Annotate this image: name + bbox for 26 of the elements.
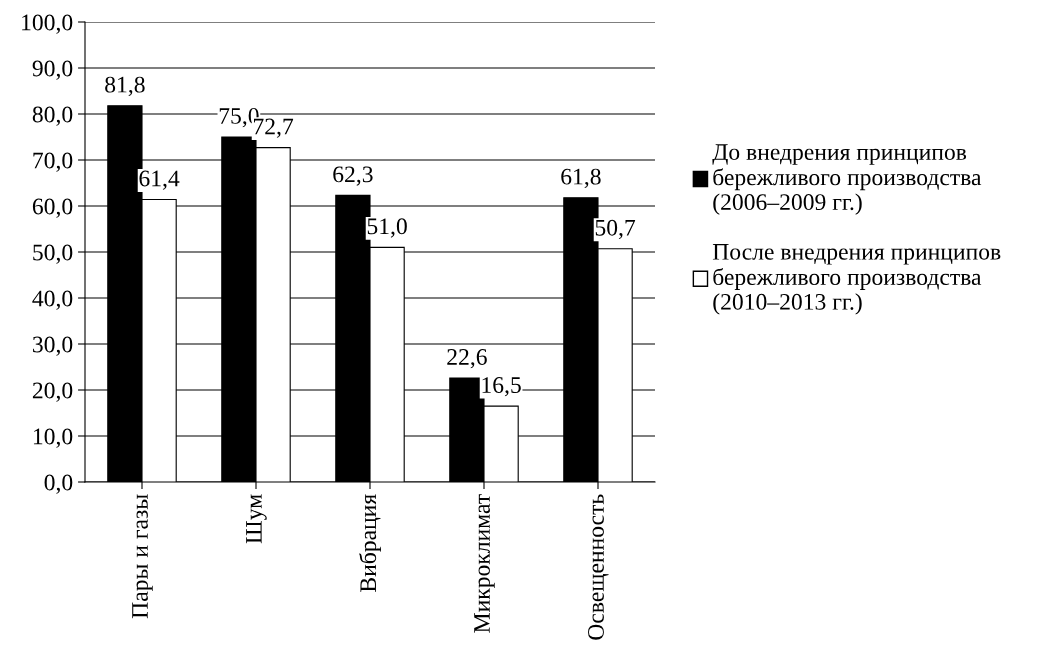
data-label: 62,3	[333, 166, 373, 186]
y-tick-label: 40,0	[32, 290, 73, 310]
data-label: 81,8	[105, 76, 145, 96]
y-tick-label: 60,0	[32, 198, 73, 218]
y-tick-label: 70,0	[33, 152, 73, 172]
y-tick-label: 90,0	[32, 60, 73, 80]
x-tick-label: Вибрация	[359, 494, 381, 592]
legend-label: После внедрения принципов бережливого производства (2010–2013 гг.)	[712, 244, 1001, 315]
y-tick-label: 100,0	[22, 14, 73, 34]
y-tick-label: 0,0	[44, 474, 73, 494]
data-label: 61,8	[561, 168, 601, 188]
x-tick-label: Шум	[246, 494, 267, 544]
y-tick-label: 30,0	[33, 336, 73, 356]
y-tick-label: 20,0	[32, 382, 73, 402]
data-label: 16,5	[482, 377, 521, 397]
data-label: 51,0	[367, 218, 407, 238]
data-label: 22,6	[447, 349, 487, 369]
y-tick-label: 10,0	[33, 428, 73, 448]
y-tick-label: 50,0	[33, 244, 73, 264]
data-label: 61,4	[139, 170, 180, 190]
x-tick-label: Пары и газы	[132, 494, 153, 619]
x-tick-label: Микроклимат	[474, 494, 495, 633]
legend-label: До внедрения принципов бережливого производства (2006–2009 гг.)	[712, 144, 982, 215]
y-tick-label: 80,0	[32, 106, 73, 126]
data-label: 50,7	[595, 219, 636, 240]
x-tick-label: Освещенность	[588, 494, 609, 640]
